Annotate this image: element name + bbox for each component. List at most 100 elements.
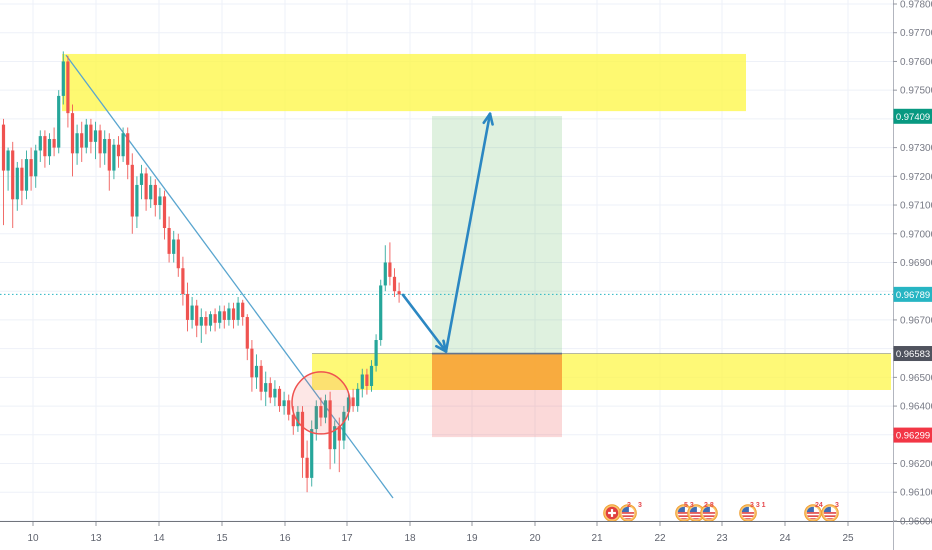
candle xyxy=(369,360,374,392)
us-canton xyxy=(741,506,749,513)
candle-body xyxy=(213,314,217,323)
candle xyxy=(268,377,272,404)
candle-body xyxy=(144,173,148,200)
candle-body xyxy=(236,302,240,320)
candle-body xyxy=(70,113,75,154)
candle xyxy=(231,302,236,329)
candle xyxy=(273,380,277,407)
candle-body xyxy=(112,144,116,171)
candle xyxy=(227,302,231,326)
event-count-label: 2 8 xyxy=(704,502,714,509)
us-stripe xyxy=(806,512,820,514)
event-count-label: 3 xyxy=(638,502,642,509)
candle xyxy=(356,383,360,412)
us-canton xyxy=(677,506,685,513)
candle-body xyxy=(61,61,65,96)
candle-body xyxy=(153,184,157,206)
supply-zone-upper[interactable] xyxy=(62,53,746,112)
candle-body xyxy=(66,61,70,114)
candle xyxy=(333,420,337,464)
candle xyxy=(162,190,167,240)
candle-body xyxy=(241,302,245,318)
entry-price-badge: 0.96583 xyxy=(893,346,932,362)
candle xyxy=(287,394,291,421)
us-canton xyxy=(823,506,831,513)
candle-body xyxy=(135,184,139,217)
candle-body xyxy=(84,124,88,148)
candle xyxy=(84,118,88,154)
event-flag-icon-us[interactable] xyxy=(700,504,718,522)
candle xyxy=(112,138,116,180)
entry-price-badge-value: 0.96583 xyxy=(896,349,930,360)
us-stripe xyxy=(689,515,703,517)
us-stripe xyxy=(702,512,716,514)
candle-body xyxy=(89,124,93,142)
event-count-label: 2 xyxy=(627,502,631,509)
candle-body xyxy=(130,164,134,217)
candle-body xyxy=(259,365,263,392)
target-price-badge-bg xyxy=(893,108,932,124)
candle xyxy=(305,440,309,493)
projection-arrow-down-head xyxy=(435,344,448,353)
event-flag-icon-us[interactable] xyxy=(619,504,637,522)
candle-body xyxy=(126,133,130,165)
candle-body xyxy=(333,426,337,450)
us-stripe xyxy=(621,515,635,517)
candle xyxy=(383,245,387,292)
candle-body xyxy=(149,184,153,200)
swiss-cross xyxy=(608,511,616,515)
descending-trendline[interactable] xyxy=(65,54,394,499)
event-flag-icon-us[interactable] xyxy=(675,504,693,522)
candle xyxy=(222,305,226,329)
candle-body xyxy=(374,340,378,366)
candle-body xyxy=(342,411,346,441)
candle xyxy=(365,368,369,395)
projection-arrow-up[interactable] xyxy=(444,112,494,353)
us-stripe xyxy=(621,512,635,514)
candle xyxy=(38,130,42,162)
time-tick-label: 19 xyxy=(466,533,478,544)
candle-body xyxy=(190,305,194,320)
us-stripe xyxy=(689,512,703,514)
candle-body xyxy=(388,262,392,277)
us-stripe xyxy=(806,515,820,517)
time-axis[interactable]: 10 13 14 15 16 17 18 19 20 21 22 23 24 25 xyxy=(27,522,854,544)
time-tick-label: 16 xyxy=(279,533,291,544)
candle-body xyxy=(139,173,144,185)
demand-zone-lower[interactable] xyxy=(312,353,891,390)
candle xyxy=(57,90,61,154)
candle xyxy=(185,282,190,332)
candle xyxy=(351,388,355,412)
candle-body xyxy=(392,276,397,292)
candle xyxy=(6,147,10,191)
candle-body xyxy=(379,285,383,341)
event-flag-icon-us[interactable] xyxy=(821,504,839,522)
stop-price-badge-value: 0.96299 xyxy=(896,431,930,442)
us-stripe xyxy=(677,512,691,514)
candle-body xyxy=(397,291,401,295)
time-tick-label: 17 xyxy=(341,533,353,544)
candle-body xyxy=(11,150,15,200)
projection-arrow-up-head xyxy=(482,112,492,125)
candle-body xyxy=(43,136,47,157)
candle xyxy=(264,371,268,407)
candle-body xyxy=(273,388,277,398)
candle-body xyxy=(47,138,52,157)
candle-body xyxy=(222,311,226,320)
candle-body xyxy=(162,196,167,229)
attention-circle[interactable] xyxy=(291,371,351,435)
us-stripe xyxy=(823,518,837,520)
candle xyxy=(47,133,52,165)
candle-body xyxy=(250,348,254,378)
candle xyxy=(204,311,208,335)
candle xyxy=(319,397,323,427)
event-flag-icon-ch[interactable] xyxy=(603,504,621,522)
candle xyxy=(241,299,245,326)
